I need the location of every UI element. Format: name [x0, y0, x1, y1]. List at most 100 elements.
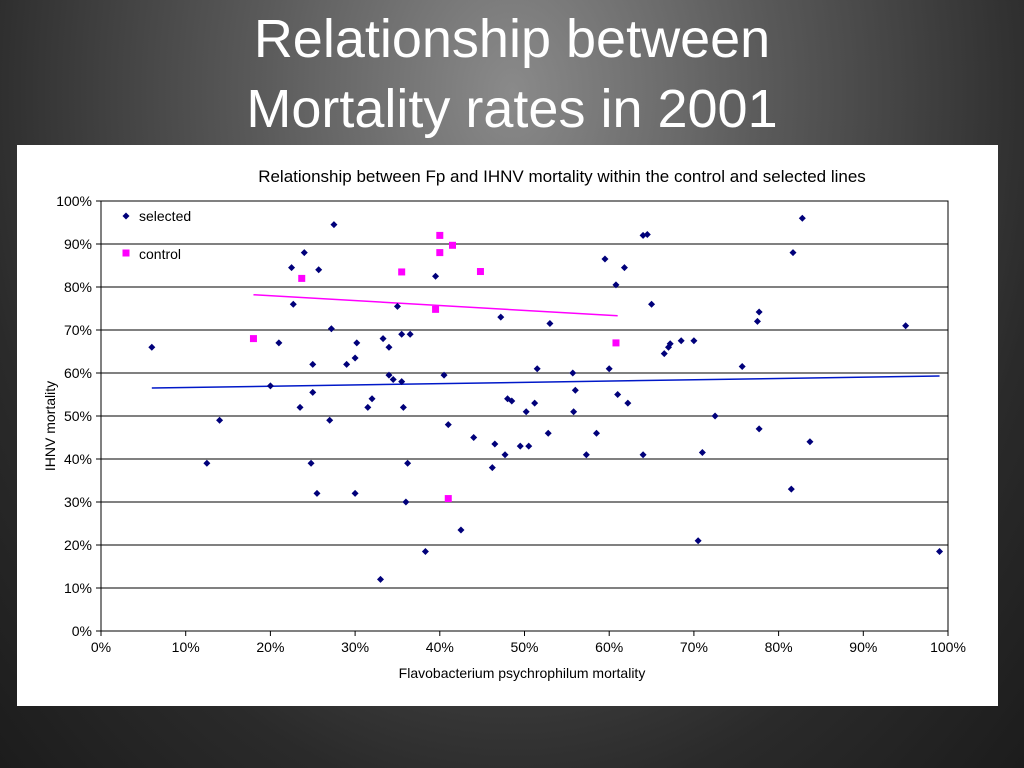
- point-selected: [203, 459, 211, 467]
- point-selected: [798, 214, 806, 222]
- point-selected: [440, 371, 448, 379]
- point-selected: [330, 221, 338, 229]
- point-selected: [327, 325, 335, 333]
- point-selected: [296, 403, 304, 411]
- slide-title: Relationship between Mortality rates in …: [0, 4, 1024, 144]
- point-selected: [666, 340, 674, 348]
- point-selected: [399, 403, 407, 411]
- point-control: [476, 268, 484, 276]
- slide-title-line-1: Relationship between: [253, 9, 771, 69]
- x-tick-label: 50%: [510, 639, 538, 655]
- point-selected: [570, 408, 578, 416]
- legend-label-control: control: [139, 246, 181, 262]
- legend-marker-control: [122, 249, 130, 257]
- point-selected: [648, 300, 656, 308]
- x-axis-title: Flavobacterium psychrophilum mortality: [399, 665, 646, 681]
- legend: selected control: [122, 208, 191, 262]
- y-tick-label: 0%: [72, 623, 92, 639]
- x-tick-label: 20%: [256, 639, 284, 655]
- scatter-chart: Relationship between Fp and IHNV mortali…: [42, 167, 966, 681]
- slide-title-line-2: Mortality rates in 2001: [246, 79, 778, 139]
- point-selected: [309, 360, 317, 368]
- point-selected: [639, 451, 647, 459]
- point-selected: [379, 335, 387, 343]
- y-tick-label: 40%: [64, 451, 92, 467]
- point-selected: [694, 537, 702, 545]
- point-control: [398, 268, 406, 276]
- legend-marker-shape: [122, 249, 130, 257]
- y-tick-label: 20%: [64, 537, 92, 553]
- point-selected: [377, 575, 385, 583]
- point-selected: [544, 429, 552, 437]
- point-selected: [313, 489, 321, 497]
- legend-marker-selected: [122, 212, 130, 220]
- point-selected: [491, 440, 499, 448]
- y-tick-label: 10%: [64, 580, 92, 596]
- point-control: [436, 231, 444, 239]
- point-selected: [497, 313, 505, 321]
- point-selected: [902, 322, 910, 330]
- point-selected: [402, 498, 410, 506]
- y-axis-ticks: 0% 10% 20% 30% 40% 50% 60% 70% 80% 90% 100%: [56, 193, 101, 639]
- point-selected: [289, 300, 297, 308]
- point-selected: [421, 547, 429, 555]
- point-selected: [398, 330, 406, 338]
- point-selected: [571, 386, 579, 394]
- y-tick-label: 80%: [64, 279, 92, 295]
- point-selected: [444, 421, 452, 429]
- point-selected: [353, 339, 361, 347]
- point-selected: [789, 249, 797, 257]
- point-selected: [624, 399, 632, 407]
- point-selected: [601, 255, 609, 263]
- point-selected: [605, 365, 613, 373]
- point-selected: [501, 451, 509, 459]
- y-tick-label: 70%: [64, 322, 92, 338]
- point-control: [444, 495, 452, 503]
- point-selected: [525, 442, 533, 450]
- point-selected: [806, 438, 814, 446]
- point-selected: [569, 369, 577, 377]
- point-selected: [404, 459, 412, 467]
- point-selected: [639, 231, 647, 239]
- point-control: [298, 274, 306, 282]
- point-control: [436, 249, 444, 257]
- point-selected: [275, 339, 283, 347]
- point-selected: [787, 485, 795, 493]
- point-control: [432, 305, 440, 313]
- x-axis-ticks: 0% 10% 20% 30% 40% 50% 60% 70% 80% 90% 100%: [91, 631, 966, 655]
- point-selected: [266, 382, 274, 390]
- x-tick-label: 0%: [91, 639, 111, 655]
- point-selected: [432, 272, 440, 280]
- point-selected: [936, 547, 944, 555]
- y-tick-label: 100%: [56, 193, 92, 209]
- point-selected: [516, 442, 524, 450]
- point-selected: [755, 425, 763, 433]
- point-selected: [508, 397, 516, 405]
- point-selected: [582, 451, 590, 459]
- y-tick-label: 90%: [64, 236, 92, 252]
- point-selected: [389, 375, 397, 383]
- point-selected: [309, 388, 317, 396]
- point-selected: [531, 399, 539, 407]
- legend-label-selected: selected: [139, 208, 191, 224]
- point-control: [249, 335, 257, 343]
- point-selected: [288, 264, 296, 272]
- point-selected: [457, 526, 465, 534]
- point-selected: [522, 408, 530, 416]
- point-selected: [315, 266, 323, 274]
- point-selected: [406, 330, 414, 338]
- point-selected: [368, 395, 376, 403]
- point-selected: [385, 371, 393, 379]
- chart-title: Relationship between Fp and IHNV mortali…: [258, 167, 866, 186]
- trendline-selected: [151, 375, 940, 389]
- point-selected: [620, 264, 628, 272]
- point-selected: [643, 231, 651, 239]
- point-selected: [614, 391, 622, 398]
- x-tick-label: 90%: [849, 639, 877, 655]
- chart-panel: Relationship between Fp and IHNV mortali…: [17, 145, 998, 706]
- point-selected: [307, 459, 315, 467]
- y-axis-title: IHNV mortality: [42, 381, 58, 471]
- x-tick-label: 80%: [765, 639, 793, 655]
- point-control: [449, 241, 457, 249]
- point-selected: [385, 343, 393, 351]
